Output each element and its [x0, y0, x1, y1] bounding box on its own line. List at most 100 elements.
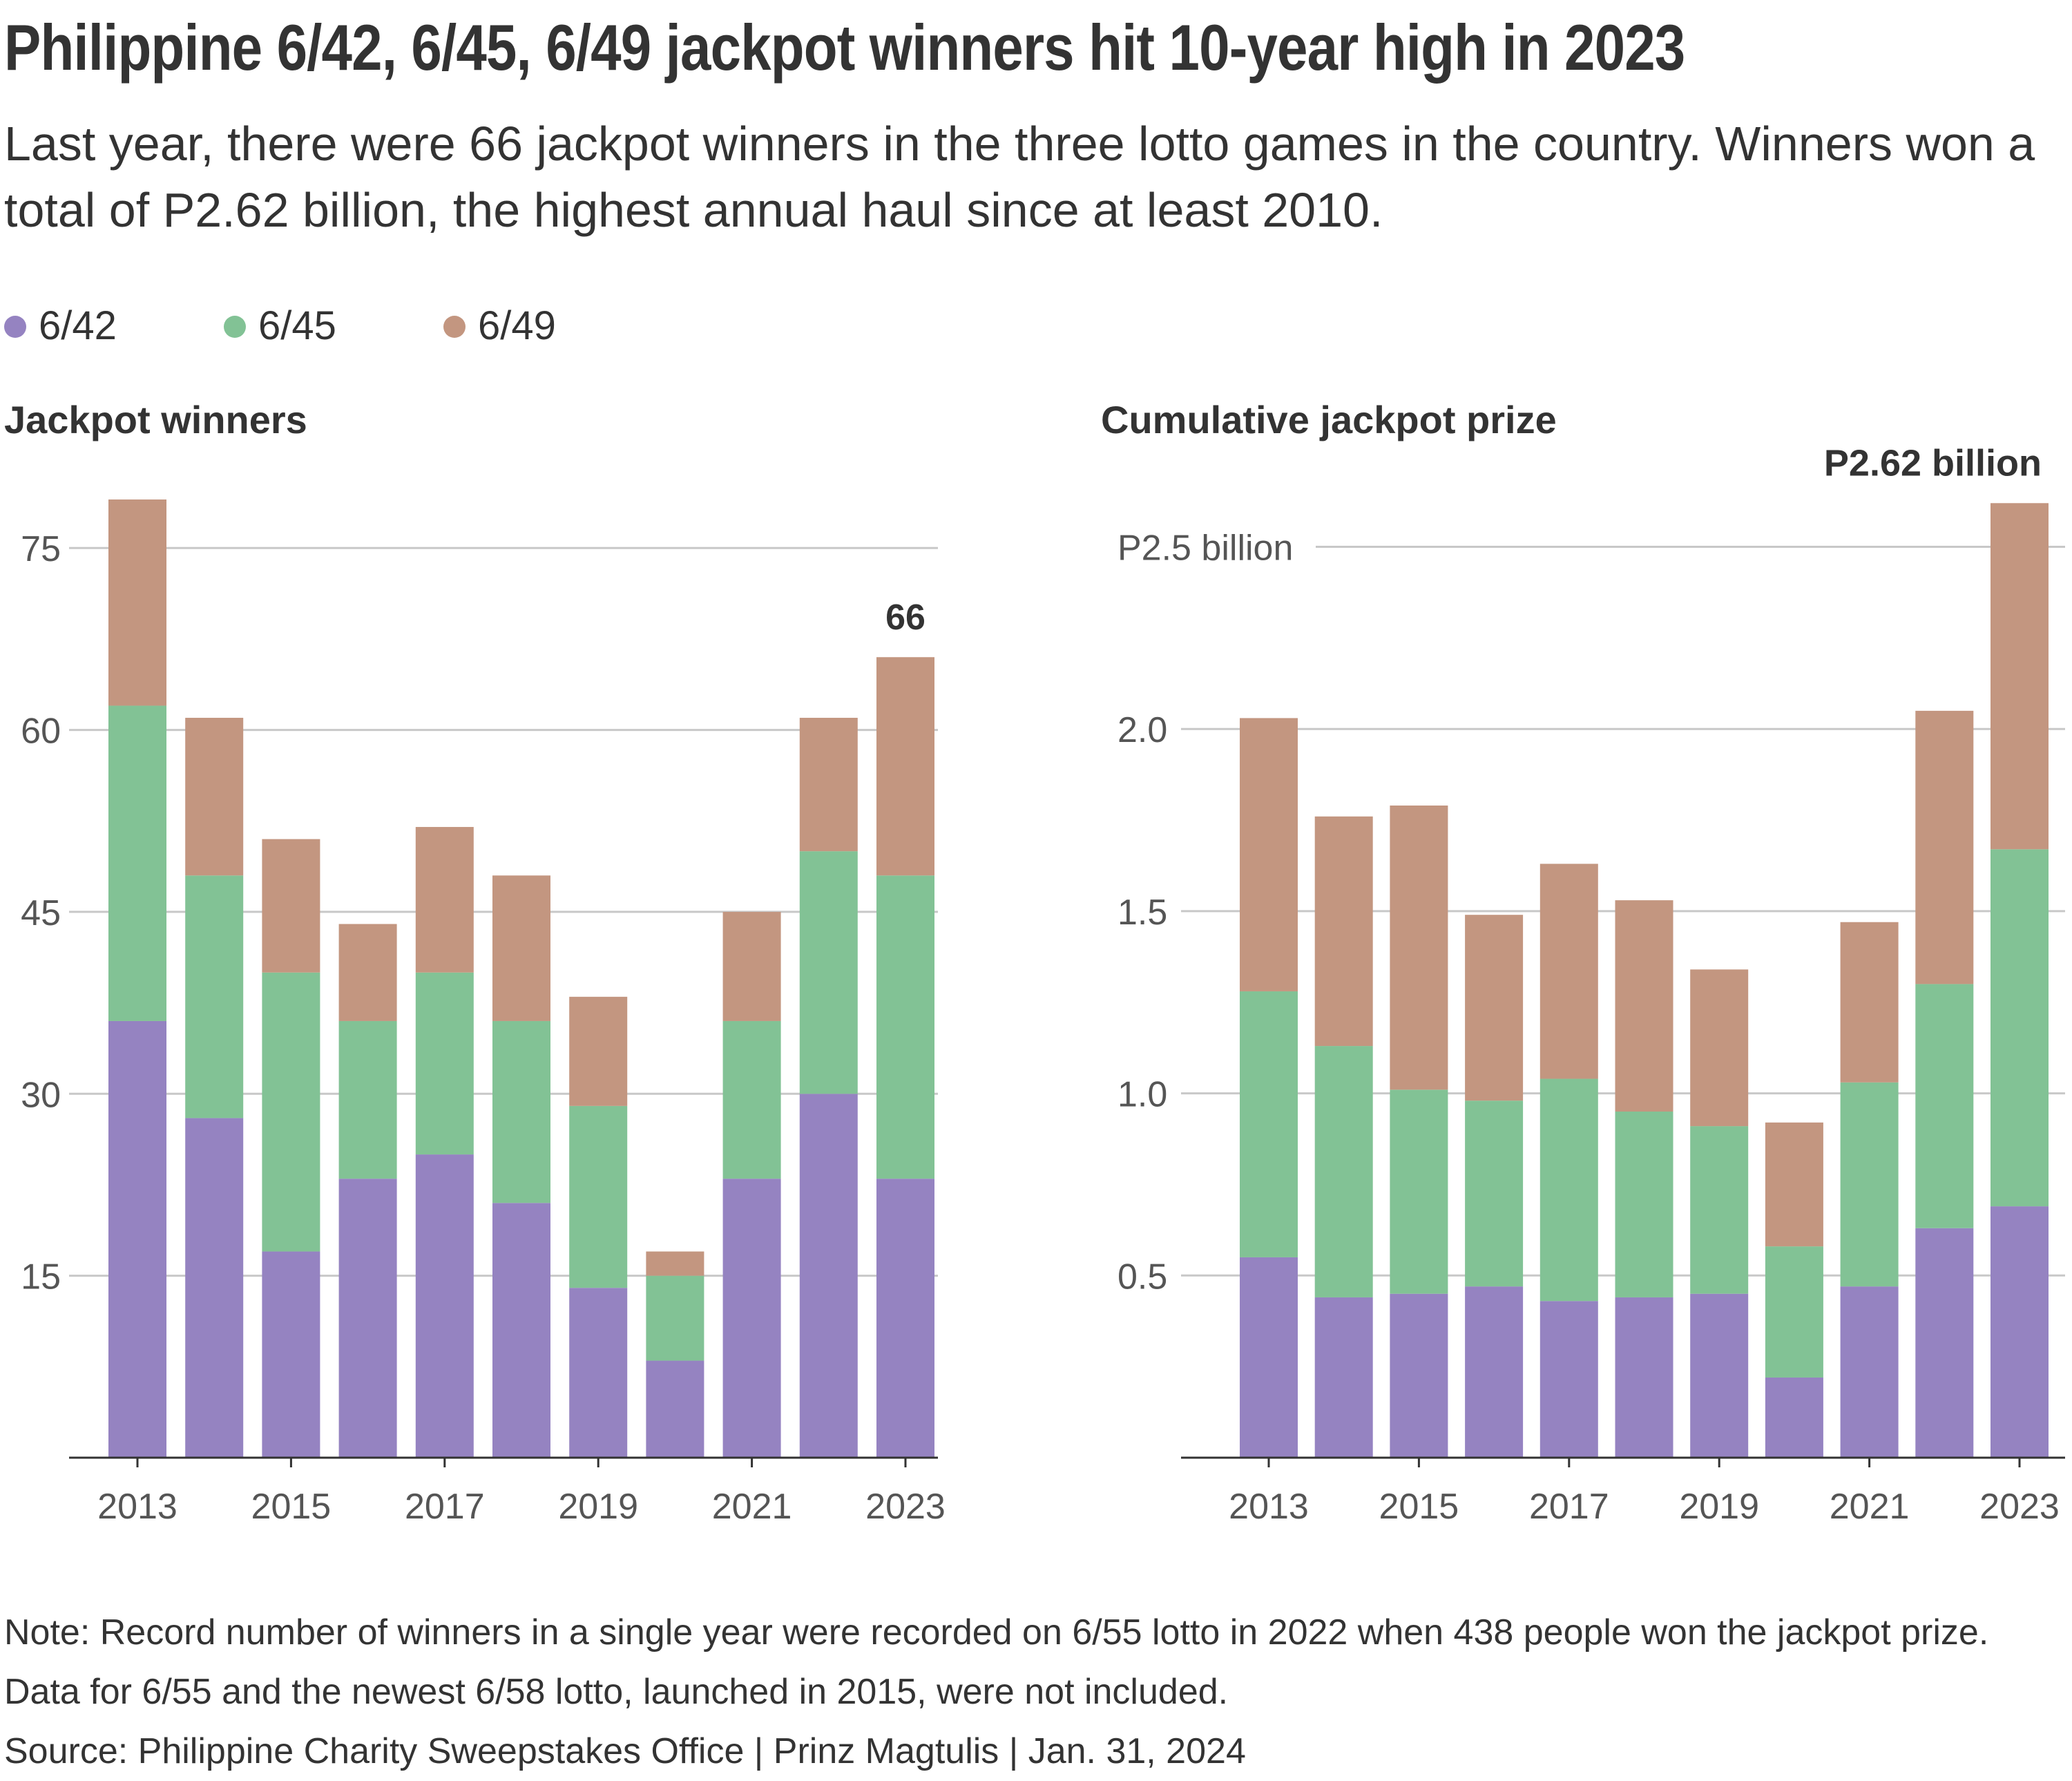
bar-segment-2015-645 — [1390, 1089, 1448, 1294]
bar-segment-2015-645 — [262, 972, 320, 1252]
bar-segment-2020-642 — [646, 1360, 704, 1458]
bar-segment-2021-649 — [722, 911, 781, 1021]
bar-segment-2021-642 — [1840, 1286, 1899, 1458]
note-text: Note: Record number of winners in a sing… — [4, 1612, 1989, 1712]
bar-segment-2023-649 — [1991, 503, 2049, 850]
bar-segment-2014-642 — [185, 1118, 244, 1458]
y-tick-label: 2.0 — [1117, 710, 1167, 750]
y-tick-label: 0.5 — [1117, 1257, 1167, 1297]
bar-segment-2019-649 — [1690, 969, 1749, 1127]
bar-segment-2013-649 — [108, 499, 166, 706]
source-text: Source: Philippine Charity Sweepstakes O… — [4, 1731, 1246, 1771]
legend-label-649: 6/49 — [478, 303, 556, 348]
y-tick-label: 60 — [21, 712, 61, 752]
bar-segment-2013-649 — [1240, 718, 1298, 991]
bar-segment-2021-642 — [722, 1179, 781, 1458]
bar-segment-2021-645 — [1840, 1082, 1899, 1287]
bar-segment-2016-642 — [338, 1179, 397, 1458]
bar-segment-2018-642 — [1615, 1297, 1673, 1458]
bar-segment-2022-642 — [799, 1094, 858, 1458]
bar-segment-2023-649 — [876, 657, 934, 876]
total-annotation: 66 — [885, 598, 925, 638]
bar-segment-2018-645 — [492, 1020, 550, 1203]
x-tick-label: 2017 — [1529, 1487, 1609, 1527]
x-tick-label: 2021 — [1830, 1487, 1910, 1527]
bar-segment-2023-642 — [876, 1179, 934, 1458]
bar-segment-2013-645 — [1240, 991, 1298, 1257]
bar-segment-2019-645 — [1690, 1126, 1749, 1294]
bar-segment-2016-645 — [338, 1020, 397, 1179]
bar-segment-2018-649 — [1615, 900, 1673, 1112]
legend-swatch-645 — [224, 316, 246, 338]
x-tick-label: 2015 — [1379, 1487, 1459, 1527]
x-tick-label: 2013 — [1229, 1487, 1309, 1527]
x-tick-label: 2023 — [865, 1487, 946, 1527]
x-tick-label: 2017 — [405, 1487, 485, 1527]
footnote: Note: Record number of winners in a sing… — [4, 1603, 2049, 1781]
legend-label-645: 6/45 — [258, 303, 336, 348]
bar-segment-2015-642 — [262, 1251, 320, 1458]
bar-segment-2019-642 — [569, 1288, 628, 1458]
charts-canvas: 15 30 45 60 75 2013 2015 2017 2019 2021 2023 66 0.5 1… — [21, 442, 2065, 1527]
bar-segment-2019-642 — [1690, 1293, 1749, 1458]
bar-segment-2022-649 — [1915, 710, 1974, 984]
bar-segment-2016-649 — [338, 924, 397, 1021]
x-tick-label: 2013 — [97, 1487, 178, 1527]
bar-segment-2018-645 — [1615, 1111, 1673, 1297]
bar-segment-2020-645 — [1765, 1246, 1823, 1378]
bar-segment-2017-645 — [1539, 1078, 1598, 1302]
bar-segment-2022-645 — [1915, 984, 1974, 1228]
bar-segment-2017-649 — [1539, 864, 1598, 1079]
y-tick-label: 15 — [21, 1257, 61, 1297]
panel-title-jackpot-winners: Jackpot winners — [4, 398, 307, 441]
x-tick-label: 2021 — [712, 1487, 792, 1527]
bar-segment-2020-649 — [1765, 1122, 1823, 1247]
x-tick-label: 2015 — [251, 1487, 332, 1527]
panel-title-cumulative-prize: Cumulative jackpot prize — [1101, 398, 1557, 441]
bar-segment-2022-649 — [799, 718, 858, 852]
bar-segment-2020-642 — [1765, 1377, 1823, 1458]
x-tick-label: 2019 — [1679, 1487, 1759, 1527]
bar-segment-2022-642 — [1915, 1228, 1974, 1458]
y-tick-label: 45 — [21, 893, 61, 933]
bar-segment-2017-649 — [415, 827, 474, 973]
bar-segment-2020-649 — [646, 1251, 704, 1276]
total-annotation: P2.62 billion — [1824, 442, 2042, 484]
bar-segment-2014-649 — [185, 718, 244, 876]
bar-segment-2013-642 — [1240, 1257, 1298, 1458]
x-tick-label: 2023 — [1979, 1487, 2060, 1527]
y-tick-label: 30 — [21, 1075, 61, 1115]
bar-segment-2016-642 — [1465, 1286, 1524, 1458]
bar-segment-2017-642 — [1539, 1301, 1598, 1458]
bar-segment-2013-645 — [108, 705, 166, 1021]
bar-segment-2019-649 — [569, 996, 628, 1106]
bar-segment-2015-649 — [262, 839, 320, 973]
bar-segment-2015-649 — [1390, 805, 1448, 1090]
bar-segment-2018-642 — [492, 1203, 550, 1458]
bar-segment-2021-645 — [722, 1020, 781, 1179]
bar-segment-2020-645 — [646, 1275, 704, 1361]
bar-segment-2023-645 — [1991, 849, 2049, 1207]
legend-swatch-649 — [443, 316, 466, 338]
y-tick-label: 75 — [21, 529, 61, 569]
bar-segment-2023-642 — [1991, 1206, 2049, 1458]
bar-segment-2018-649 — [492, 875, 550, 1021]
bar-segment-2014-645 — [1314, 1046, 1373, 1297]
bar-segment-2022-645 — [799, 851, 858, 1094]
y-tick-label: P2.5 billion — [1117, 528, 1293, 569]
bar-segment-2017-642 — [415, 1154, 474, 1458]
bar-segment-2016-645 — [1465, 1101, 1524, 1287]
bar-segment-2015-642 — [1390, 1293, 1448, 1458]
bar-segment-2016-649 — [1465, 915, 1524, 1101]
chart-title: Philippine 6/42, 6/45, 6/49 jackpot winn… — [4, 11, 1685, 84]
chart-subtitle: Last year, there were 66 jackpot winners… — [4, 117, 2035, 237]
legend-label-642: 6/42 — [39, 303, 117, 348]
bar-segment-2014-649 — [1314, 816, 1373, 1047]
bar-segment-2013-642 — [108, 1020, 166, 1458]
bar-segment-2021-649 — [1840, 922, 1899, 1083]
y-tick-label: 1.5 — [1117, 893, 1167, 933]
bar-segment-2014-645 — [185, 875, 244, 1118]
bar-segment-2017-645 — [415, 972, 474, 1155]
legend-swatch-642 — [4, 316, 26, 338]
x-tick-label: 2019 — [558, 1487, 638, 1527]
